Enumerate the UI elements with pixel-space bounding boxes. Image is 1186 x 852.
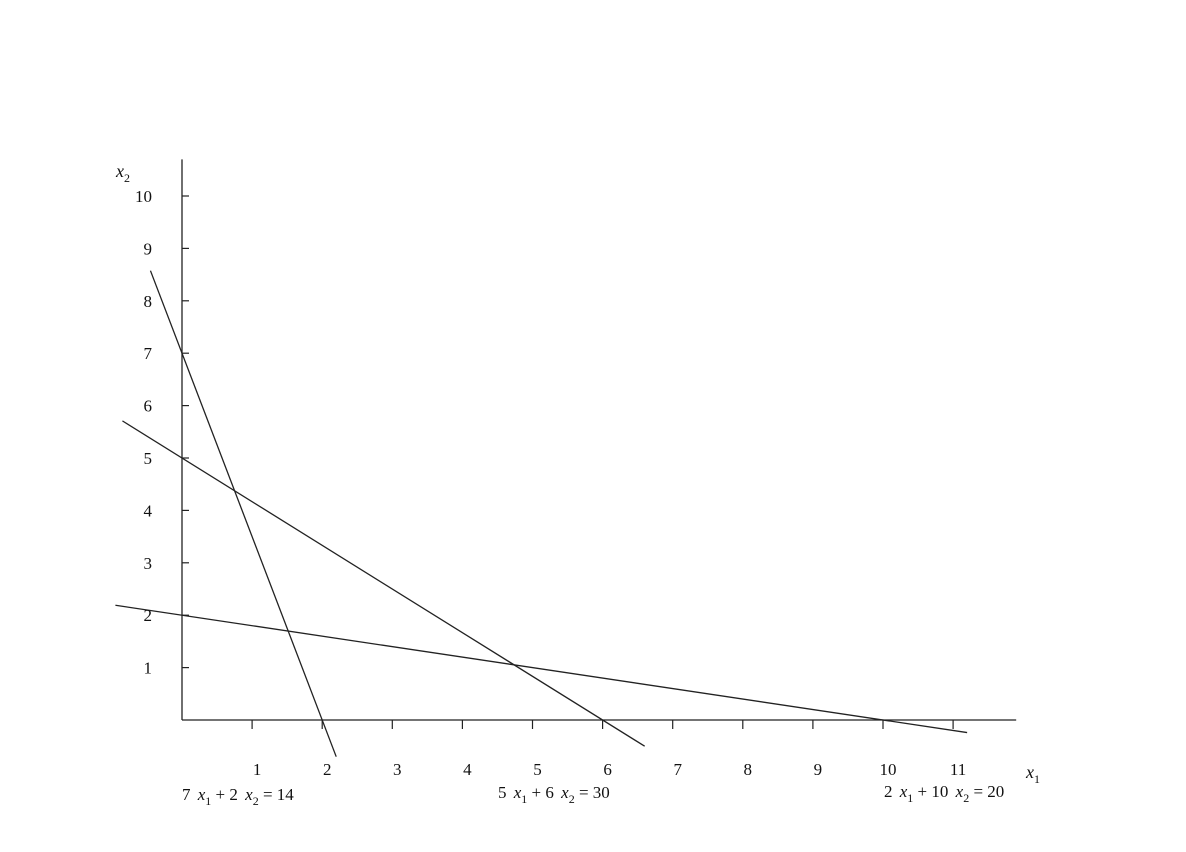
y-tick-label: 10	[135, 187, 152, 206]
y-tick-label: 5	[144, 449, 153, 468]
y-tick-label: 3	[144, 554, 153, 573]
y-tick-label: 4	[144, 501, 153, 520]
constraint-line-1	[149, 270, 337, 757]
x-tick-label: 10	[880, 760, 897, 779]
x-axis-title: x1	[1025, 762, 1040, 786]
constraint-lines	[115, 270, 968, 757]
y-axis-title: x2	[115, 161, 130, 185]
y-tick-label: 7	[144, 344, 153, 363]
x-tick-label: 7	[673, 760, 682, 779]
y-ticks: 1 2 3 4 5 6 7 8 9 10	[135, 187, 189, 678]
equation-label-2: 5 x1 + 6 x2 = 30	[498, 783, 610, 806]
equation-label-1: 7 x1 + 2 x2 = 14	[182, 785, 294, 808]
x-tick-label: 3	[393, 760, 402, 779]
constraint-line-3	[115, 604, 968, 734]
constraint-line-2	[122, 420, 646, 747]
x-tick-label: 2	[323, 760, 332, 779]
x-tick-label: 9	[814, 760, 823, 779]
x-tick-label: 8	[744, 760, 753, 779]
x-tick-label: 4	[463, 760, 472, 779]
equation-label-3: 2 x1 + 10 x2 = 20	[884, 782, 1004, 805]
y-tick-label: 1	[144, 659, 153, 678]
y-tick-label: 8	[144, 292, 153, 311]
x-tick-label: 1	[253, 760, 262, 779]
x-tick-label: 11	[950, 760, 966, 779]
y-tick-label: 9	[144, 239, 153, 258]
y-tick-label: 6	[144, 397, 153, 416]
x-tick-label: 5	[533, 760, 542, 779]
equation-labels: 7 x1 + 2 x2 = 14 5 x1 + 6 x2 = 30 2 x1 +…	[182, 782, 1004, 808]
y-tick-label: 2	[144, 606, 153, 625]
x-tick-label: 6	[603, 760, 612, 779]
x-ticks: 1 2 3 4 5 6 7 8 9 10 11	[251, 720, 966, 779]
